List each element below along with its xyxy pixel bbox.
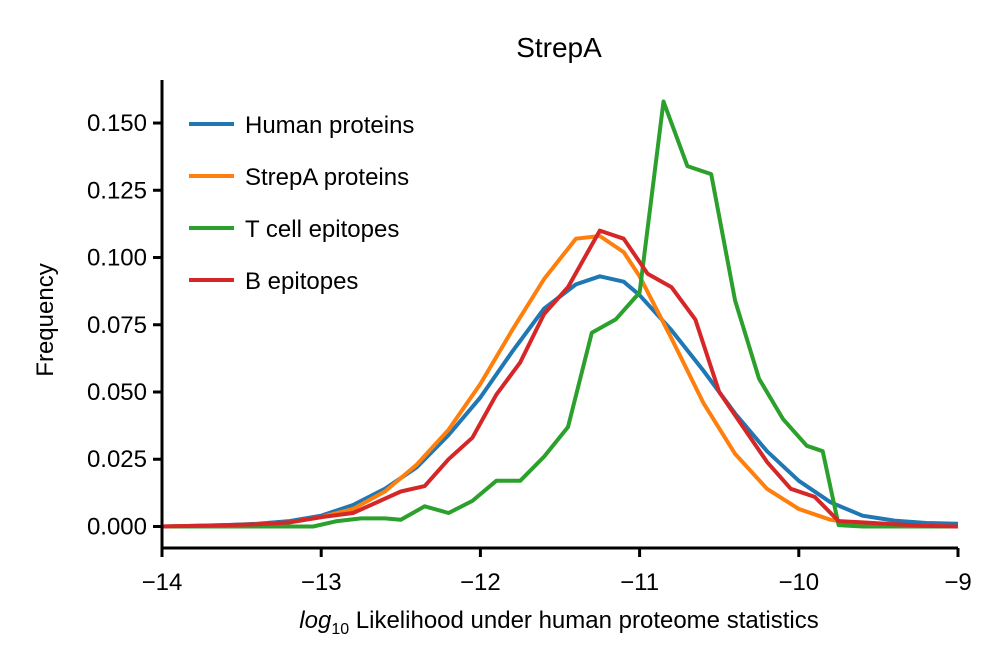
legend-label-3: T cell epitopes [245, 216, 399, 243]
y-tick-label: 0.075 [87, 312, 147, 339]
legend-label-4: B epitopes [245, 268, 358, 295]
y-tick-label: 0.025 [87, 446, 147, 473]
x-axis-title-subscript: 10 [331, 621, 349, 638]
y-tick-label: 0.150 [87, 110, 147, 137]
x-tick-label: −14 [142, 569, 183, 596]
x-axis-title-log: log [299, 607, 332, 634]
legend: Human proteins StrepA proteins T cell epit… [189, 112, 414, 295]
x-tick-label: −12 [460, 569, 501, 596]
y-axis-title: Frequency [32, 263, 59, 376]
series-line-4 [161, 228, 959, 529]
x-axis-title-text: Likelihood under human proteome statisti… [349, 607, 819, 634]
x-tick-label: −11 [620, 569, 659, 596]
y-tick-label: 0.000 [87, 513, 147, 540]
x-axis-title: log10 Likelihood under human proteome st… [299, 607, 818, 638]
x-tick-label: −9 [944, 569, 971, 596]
y-axis: 0.000 0.025 0.050 0.075 0.100 0.125 0.150 [87, 80, 164, 548]
y-tick-label: 0.100 [87, 245, 147, 272]
series-line-1 [161, 274, 959, 529]
legend-label-1: Human proteins [245, 112, 414, 139]
legend-label-2: StrepA proteins [245, 164, 409, 191]
x-axis: −14 −13 −12 −11 −10 −9 [142, 546, 972, 596]
chart-title: StrepA [516, 32, 602, 63]
x-tick-label: −13 [301, 569, 342, 596]
y-tick-label: 0.050 [87, 379, 147, 406]
series-layer [161, 99, 959, 529]
x-tick-label: −10 [778, 569, 819, 596]
y-tick-label: 0.125 [87, 177, 147, 204]
series-line-3 [162, 99, 958, 529]
